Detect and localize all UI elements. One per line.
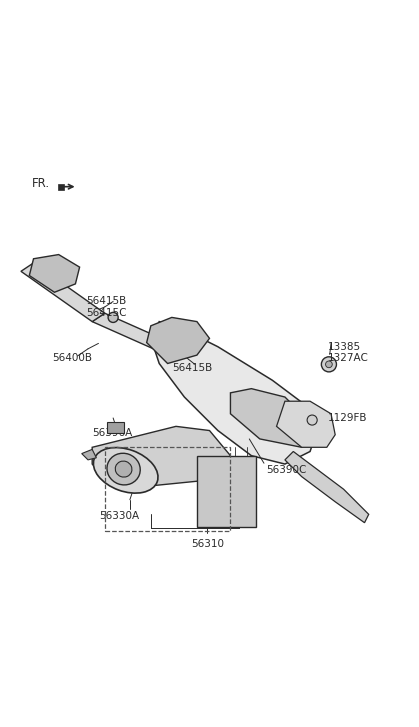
Polygon shape bbox=[285, 451, 369, 523]
Text: 56400B: 56400B bbox=[52, 353, 92, 363]
Circle shape bbox=[321, 357, 336, 372]
Circle shape bbox=[326, 361, 332, 368]
Text: 56390C: 56390C bbox=[266, 465, 306, 475]
Ellipse shape bbox=[93, 448, 158, 493]
Circle shape bbox=[108, 313, 118, 323]
Text: 56340C: 56340C bbox=[210, 513, 250, 523]
Text: 56415B
56415C: 56415B 56415C bbox=[86, 297, 126, 318]
Circle shape bbox=[166, 330, 186, 351]
Polygon shape bbox=[230, 389, 318, 447]
Text: FR.: FR. bbox=[31, 177, 49, 190]
Bar bbox=[197, 456, 256, 527]
Ellipse shape bbox=[107, 453, 140, 485]
Text: 56310: 56310 bbox=[191, 539, 224, 549]
Bar bbox=[107, 422, 124, 433]
Text: 56415B: 56415B bbox=[173, 363, 213, 373]
Bar bbox=[58, 184, 64, 190]
Polygon shape bbox=[82, 449, 96, 460]
Text: 1129FB: 1129FB bbox=[328, 413, 367, 423]
Polygon shape bbox=[92, 426, 230, 489]
Polygon shape bbox=[21, 263, 105, 321]
Circle shape bbox=[307, 415, 317, 425]
Polygon shape bbox=[29, 254, 80, 292]
Polygon shape bbox=[277, 401, 335, 447]
Text: 56330A: 56330A bbox=[99, 511, 140, 521]
Polygon shape bbox=[151, 321, 318, 464]
Text: 56396A: 56396A bbox=[92, 428, 132, 438]
Polygon shape bbox=[92, 313, 180, 355]
Circle shape bbox=[45, 262, 64, 281]
Text: 13385
1327AC: 13385 1327AC bbox=[328, 342, 369, 364]
Ellipse shape bbox=[115, 461, 132, 477]
Polygon shape bbox=[147, 318, 210, 364]
